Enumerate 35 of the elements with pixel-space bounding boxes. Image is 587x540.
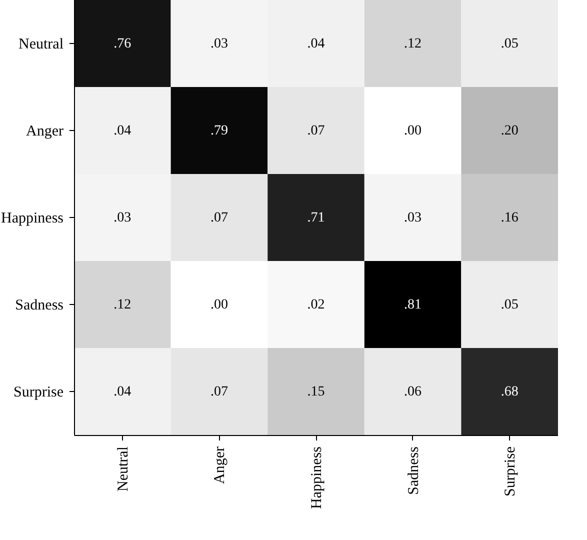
data-label: .79 — [210, 124, 228, 138]
data-label: .12 — [404, 36, 422, 52]
data-label: .76 — [114, 36, 132, 52]
data-label: .07 — [307, 124, 325, 138]
x-tick-label: Anger — [212, 446, 228, 484]
data-label: .16 — [500, 210, 518, 226]
data-label: .03 — [404, 210, 422, 226]
data-label: .03 — [114, 210, 132, 226]
data-label: .04 — [307, 36, 325, 52]
data-label: .68 — [500, 384, 518, 400]
y-tick-label: Anger — [26, 124, 64, 140]
y-tick-label: Sadness — [15, 298, 64, 314]
data-label: .02 — [307, 298, 325, 312]
data-label: .15 — [307, 384, 325, 400]
data-label: .05 — [500, 36, 518, 52]
data-label: .03 — [210, 36, 228, 52]
data-label: .12 — [114, 298, 132, 312]
y-tick-label: Surprise — [14, 384, 64, 400]
data-label: .71 — [307, 210, 325, 226]
data-label: .05 — [500, 298, 518, 312]
x-tick-label: Surprise — [502, 446, 519, 496]
x-tick-label: Happiness — [309, 446, 325, 509]
data-label: .06 — [404, 384, 422, 400]
data-label: .07 — [210, 384, 228, 400]
data-label: .20 — [500, 124, 518, 138]
data-label: .00 — [210, 298, 228, 312]
data-label: .81 — [404, 298, 422, 312]
x-tick-label: Neutral — [115, 446, 132, 492]
x-tick-label: Sadness — [406, 446, 422, 495]
data-label: .04 — [114, 384, 132, 400]
data-label: .00 — [404, 124, 422, 138]
y-tick-label: Happiness — [1, 210, 64, 226]
data-label: .04 — [114, 124, 132, 138]
data-label: .07 — [210, 210, 228, 226]
y-tick-label: Neutral — [18, 36, 64, 52]
